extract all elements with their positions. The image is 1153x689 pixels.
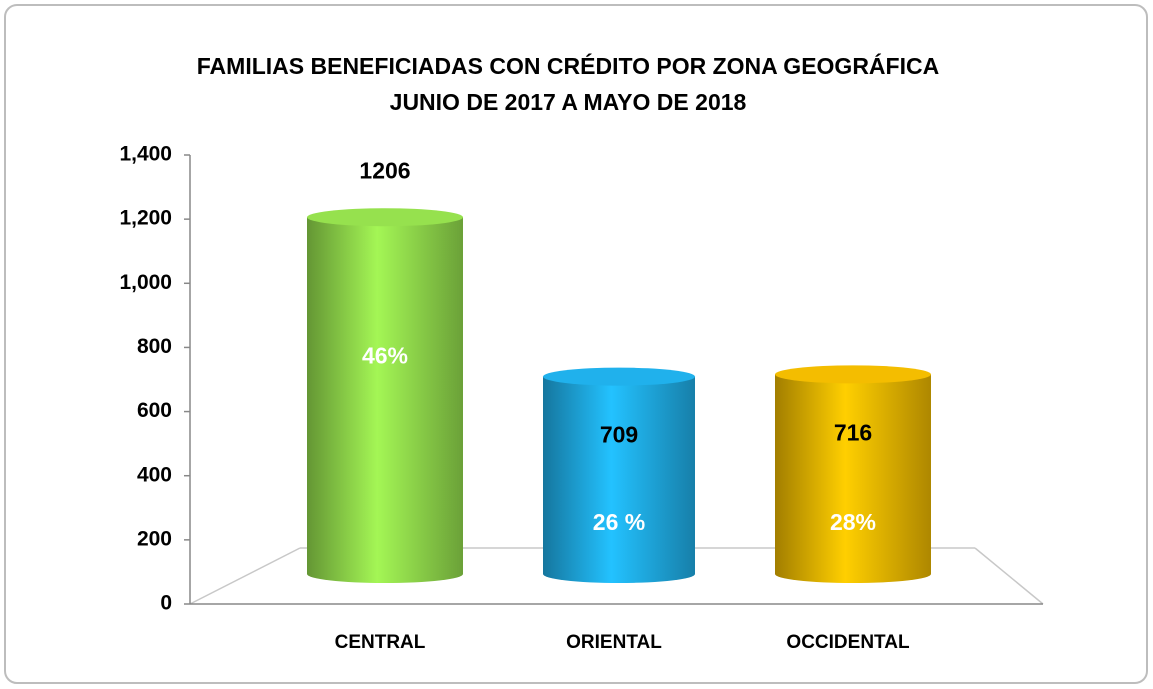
bar-body [775,374,931,574]
chart-subtitle: JUNIO DE 2017 A MAYO DE 2018 [390,89,747,115]
bar [775,365,931,583]
value-label: 709 [600,422,638,448]
bar-base [775,565,931,583]
y-tick-label: 200 [137,527,172,550]
value-label: 1206 [359,157,410,183]
bar-top [775,365,931,384]
bar [543,367,695,583]
percent-label: 26 % [593,509,645,535]
bar-body [543,376,695,574]
x-tick-label: CENTRAL [335,632,426,653]
bar-base [307,565,463,583]
chart-title: FAMILIAS BENEFICIADAS CON CRÉDITO POR ZO… [197,52,939,79]
percent-label: 28% [830,509,876,535]
y-tick-label: 0 [160,592,172,615]
floor-right [974,547,1044,605]
value-label: 716 [834,419,872,445]
x-tick-label: ORIENTAL [566,632,662,653]
bar-top [307,208,463,227]
y-tick-label: 800 [137,335,172,358]
bar-base [543,565,695,583]
y-tick-label: 1,200 [119,207,172,230]
y-tick-label: 400 [137,463,172,486]
bar-top [543,367,695,386]
bar [307,208,463,583]
y-tick-label: 1,000 [119,271,172,294]
x-tick-label: OCCIDENTAL [786,632,910,653]
bar-body [307,217,463,574]
y-tick-label: 1,400 [119,143,172,166]
floor-left [189,547,301,605]
y-tick-label: 600 [137,399,172,422]
percent-label: 46% [362,342,408,368]
